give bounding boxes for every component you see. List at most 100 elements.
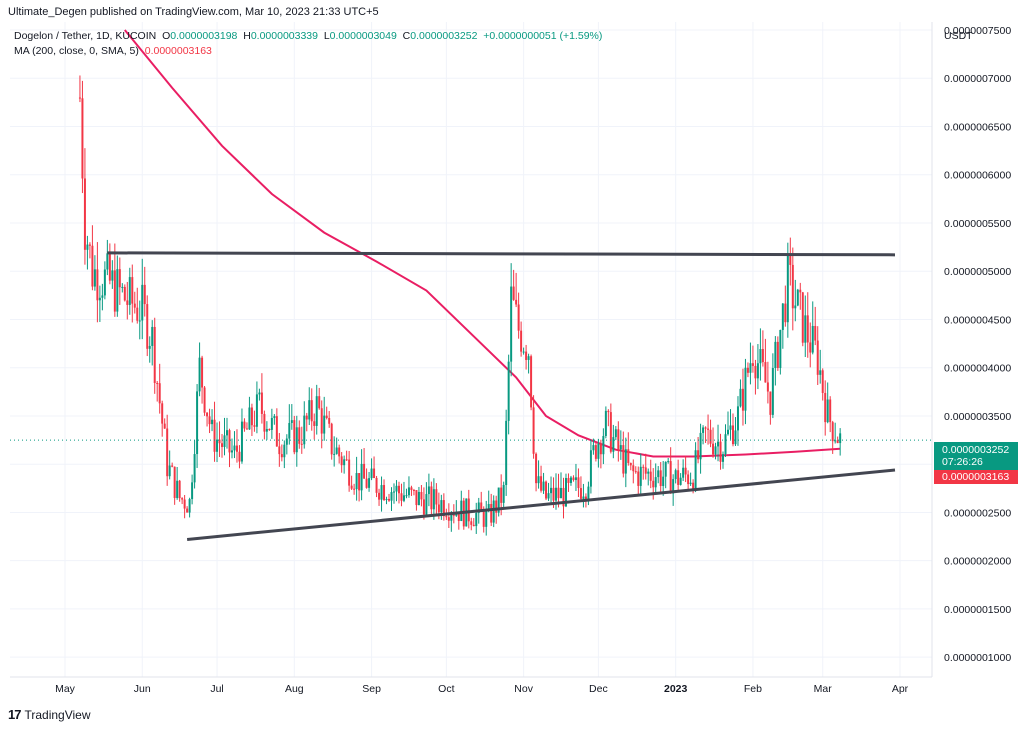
candle-body — [736, 406, 739, 431]
candle-body — [425, 494, 428, 515]
candle-body — [632, 465, 635, 472]
candle-body — [502, 485, 505, 503]
candle-body — [602, 435, 605, 455]
candle-body — [682, 467, 685, 478]
currency-label[interactable]: USDT — [944, 30, 973, 42]
candle-body — [687, 474, 690, 485]
candle-body — [126, 300, 129, 305]
candle-body — [520, 330, 523, 352]
candle-body — [171, 465, 174, 467]
candle-body — [78, 97, 81, 99]
candle-body — [313, 421, 316, 426]
candle-body — [639, 466, 642, 486]
candle-body — [196, 391, 199, 455]
candle-body — [440, 500, 443, 513]
candle-body — [300, 443, 303, 445]
resistance-trendline — [107, 251, 896, 257]
candle-body — [253, 425, 256, 427]
symbol-name[interactable]: Dogelon / Tether, 1D, KUCOIN — [14, 30, 157, 42]
open-label: O — [162, 30, 171, 42]
candle-body — [181, 498, 184, 500]
candle-body — [647, 471, 650, 474]
candle-body — [176, 480, 179, 498]
candle-body — [714, 446, 717, 455]
candle-body — [218, 439, 221, 444]
candle-body — [669, 461, 672, 494]
y-tick-label: 0.0000003500 — [944, 411, 1011, 423]
candle-body — [659, 470, 662, 487]
candle-body — [839, 433, 842, 444]
candle-body — [831, 422, 834, 442]
candle-body — [98, 297, 101, 301]
support-trendline — [186, 468, 896, 541]
y-tick-label: 0.0000002000 — [944, 556, 1011, 568]
candle-body — [243, 421, 246, 429]
candle-body — [572, 477, 575, 481]
candle-body — [522, 351, 525, 353]
candle-body — [146, 304, 149, 349]
candle-body — [821, 370, 824, 393]
candle-body — [166, 428, 169, 477]
candle-body — [303, 415, 306, 445]
candle-body — [692, 482, 695, 490]
candle-body — [111, 270, 114, 281]
candle-body — [574, 477, 577, 481]
candle-body — [230, 450, 233, 453]
candle-body — [485, 509, 488, 527]
trendlines-layer — [107, 251, 896, 541]
candle-body — [594, 445, 597, 459]
candle-body — [198, 357, 201, 392]
candle-body — [365, 478, 368, 488]
candle-body — [624, 449, 627, 474]
moving-average-layer — [124, 29, 841, 458]
candle-body — [113, 270, 116, 312]
candle-body — [121, 286, 124, 288]
candle-body — [255, 394, 258, 427]
candle-body — [395, 485, 398, 492]
high-label: H — [243, 30, 251, 42]
candle-body — [288, 422, 291, 439]
candle-body — [564, 478, 567, 507]
tradingview-branding[interactable]: 17 TradingView — [8, 707, 91, 722]
candle-body — [739, 388, 742, 407]
candle-body — [644, 467, 647, 474]
candle-body — [477, 502, 480, 514]
candle-body — [315, 396, 318, 426]
candle-body — [607, 410, 610, 413]
candle-body — [667, 461, 670, 463]
candle-body — [405, 495, 408, 497]
candle-body — [333, 453, 336, 455]
candle-body — [612, 437, 615, 452]
candle-body — [163, 423, 166, 429]
candle-body — [709, 429, 712, 444]
candle-body — [731, 425, 734, 445]
candle-body — [305, 415, 308, 420]
candle-body — [769, 391, 772, 415]
candle-body — [250, 407, 253, 426]
candle-body — [168, 465, 171, 477]
candle-body — [417, 491, 420, 506]
candle-body — [216, 439, 219, 452]
candle-body — [470, 521, 473, 525]
candle-body — [343, 459, 346, 466]
candle-body — [123, 286, 126, 301]
ma-label[interactable]: MA (200, close, 0, SMA, 5) — [14, 45, 139, 57]
candle-body — [375, 477, 378, 493]
ma-value: 0.0000003163 — [144, 45, 212, 57]
candle-body — [86, 244, 89, 250]
candle-body — [819, 370, 822, 375]
chart-axes: 0.0000007500 0.0000007000 0.0000006500 0.00… — [10, 22, 1011, 695]
candle-body — [719, 441, 722, 462]
low-label: L — [323, 30, 330, 42]
candle-body — [614, 429, 617, 438]
candle-body — [794, 305, 797, 309]
candle-body — [540, 476, 543, 491]
candle-body — [652, 480, 655, 488]
candle-body — [373, 468, 376, 478]
candle-body — [415, 490, 418, 506]
x-tick-label: Oct — [438, 683, 454, 695]
candle-body — [383, 485, 386, 500]
candle-body — [193, 454, 196, 483]
candle-body — [368, 478, 371, 488]
